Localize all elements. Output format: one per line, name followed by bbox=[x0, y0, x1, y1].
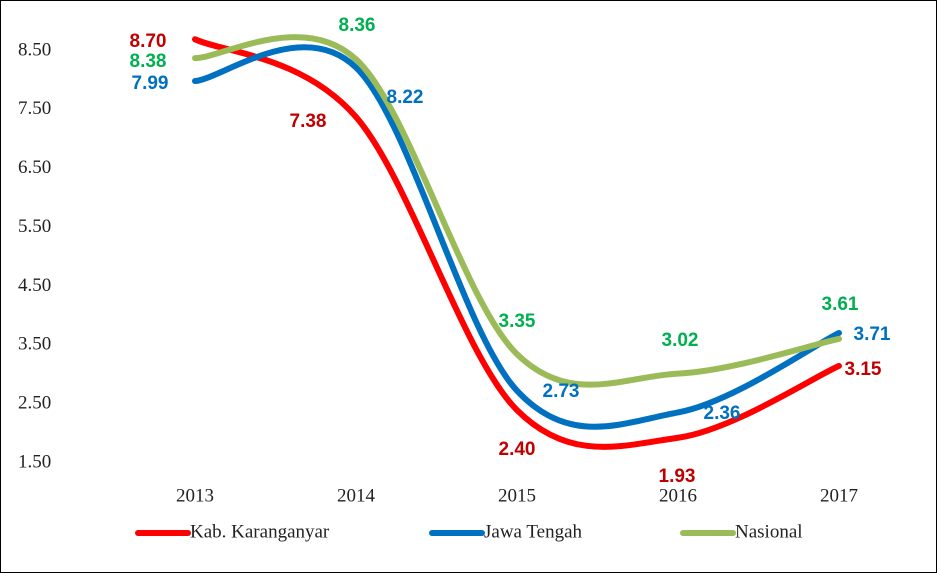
data-label: 8.38 bbox=[130, 51, 167, 72]
data-label: 3.71 bbox=[854, 324, 891, 345]
x-tick-label: 2017 bbox=[820, 485, 858, 506]
y-tick-label: 5.50 bbox=[18, 216, 51, 237]
x-tick-label: 2014 bbox=[337, 485, 376, 506]
data-label: 7.99 bbox=[132, 73, 169, 94]
series-line bbox=[192, 44, 842, 430]
legend-label: Nasional bbox=[735, 521, 803, 542]
legend-label: Jawa Tengah bbox=[484, 521, 583, 542]
series-line bbox=[192, 36, 842, 450]
data-label: 3.15 bbox=[845, 359, 882, 380]
data-label: 8.22 bbox=[387, 87, 424, 108]
y-tick-label: 7.50 bbox=[18, 98, 51, 119]
data-label: 3.35 bbox=[499, 311, 536, 332]
data-label: 8.36 bbox=[339, 15, 376, 36]
y-tick-label: 2.50 bbox=[18, 393, 51, 414]
y-tick-label: 3.50 bbox=[18, 334, 51, 355]
data-label: 2.40 bbox=[499, 439, 536, 460]
data-label: 2.73 bbox=[543, 381, 580, 402]
x-tick-label: 2015 bbox=[498, 485, 536, 506]
legend-label: Kab. Karanganyar bbox=[190, 521, 330, 542]
data-label: 3.02 bbox=[662, 330, 699, 351]
y-tick-label: 4.50 bbox=[18, 275, 51, 296]
y-tick-label: 8.50 bbox=[18, 39, 51, 60]
data-label: 3.61 bbox=[822, 294, 859, 315]
data-label: 2.36 bbox=[704, 403, 741, 424]
data-label: 1.93 bbox=[659, 466, 696, 487]
x-tick-label: 2016 bbox=[659, 485, 697, 506]
y-tick-label: 1.50 bbox=[18, 451, 51, 472]
data-label: 7.38 bbox=[290, 111, 327, 132]
series-line bbox=[192, 34, 842, 388]
x-tick-label: 2013 bbox=[176, 485, 214, 506]
data-label: 8.70 bbox=[130, 31, 167, 52]
y-tick-label: 6.50 bbox=[18, 157, 51, 178]
